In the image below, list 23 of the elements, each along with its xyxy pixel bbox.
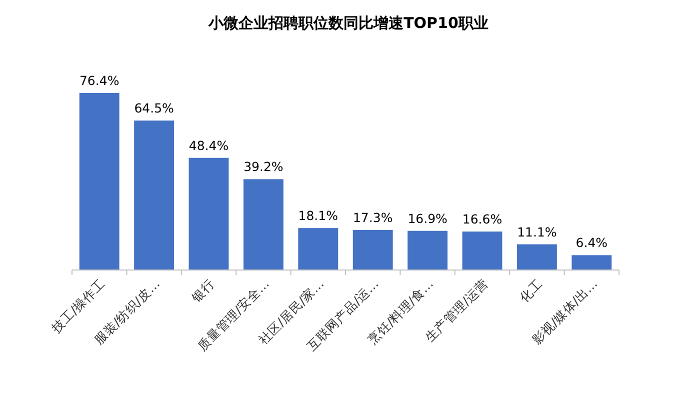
data-label: 16.9% <box>408 210 448 226</box>
bar <box>298 228 338 270</box>
chart-title: 小微企业招聘职位数同比增速TOP10职业 <box>208 14 488 32</box>
bar <box>572 255 612 270</box>
data-label: 76.4% <box>79 73 120 88</box>
bar <box>352 230 393 270</box>
x-tick-label: 银行 <box>188 276 218 306</box>
bar <box>516 244 557 270</box>
x-tick-label: 化工 <box>516 276 546 305</box>
bar <box>79 93 120 270</box>
data-label: 18.1% <box>298 208 338 224</box>
bar <box>134 120 174 270</box>
bar <box>188 158 229 270</box>
data-label: 17.3% <box>352 210 393 225</box>
bar <box>243 179 284 270</box>
data-label: 11.1% <box>517 224 557 240</box>
data-label: 39.2% <box>244 159 284 174</box>
data-label: 16.6% <box>462 212 502 227</box>
data-label: 64.5% <box>134 100 174 116</box>
data-label: 48.4% <box>188 138 229 153</box>
bar <box>408 230 448 270</box>
data-label: 6.4% <box>576 235 608 250</box>
bar <box>462 232 502 270</box>
